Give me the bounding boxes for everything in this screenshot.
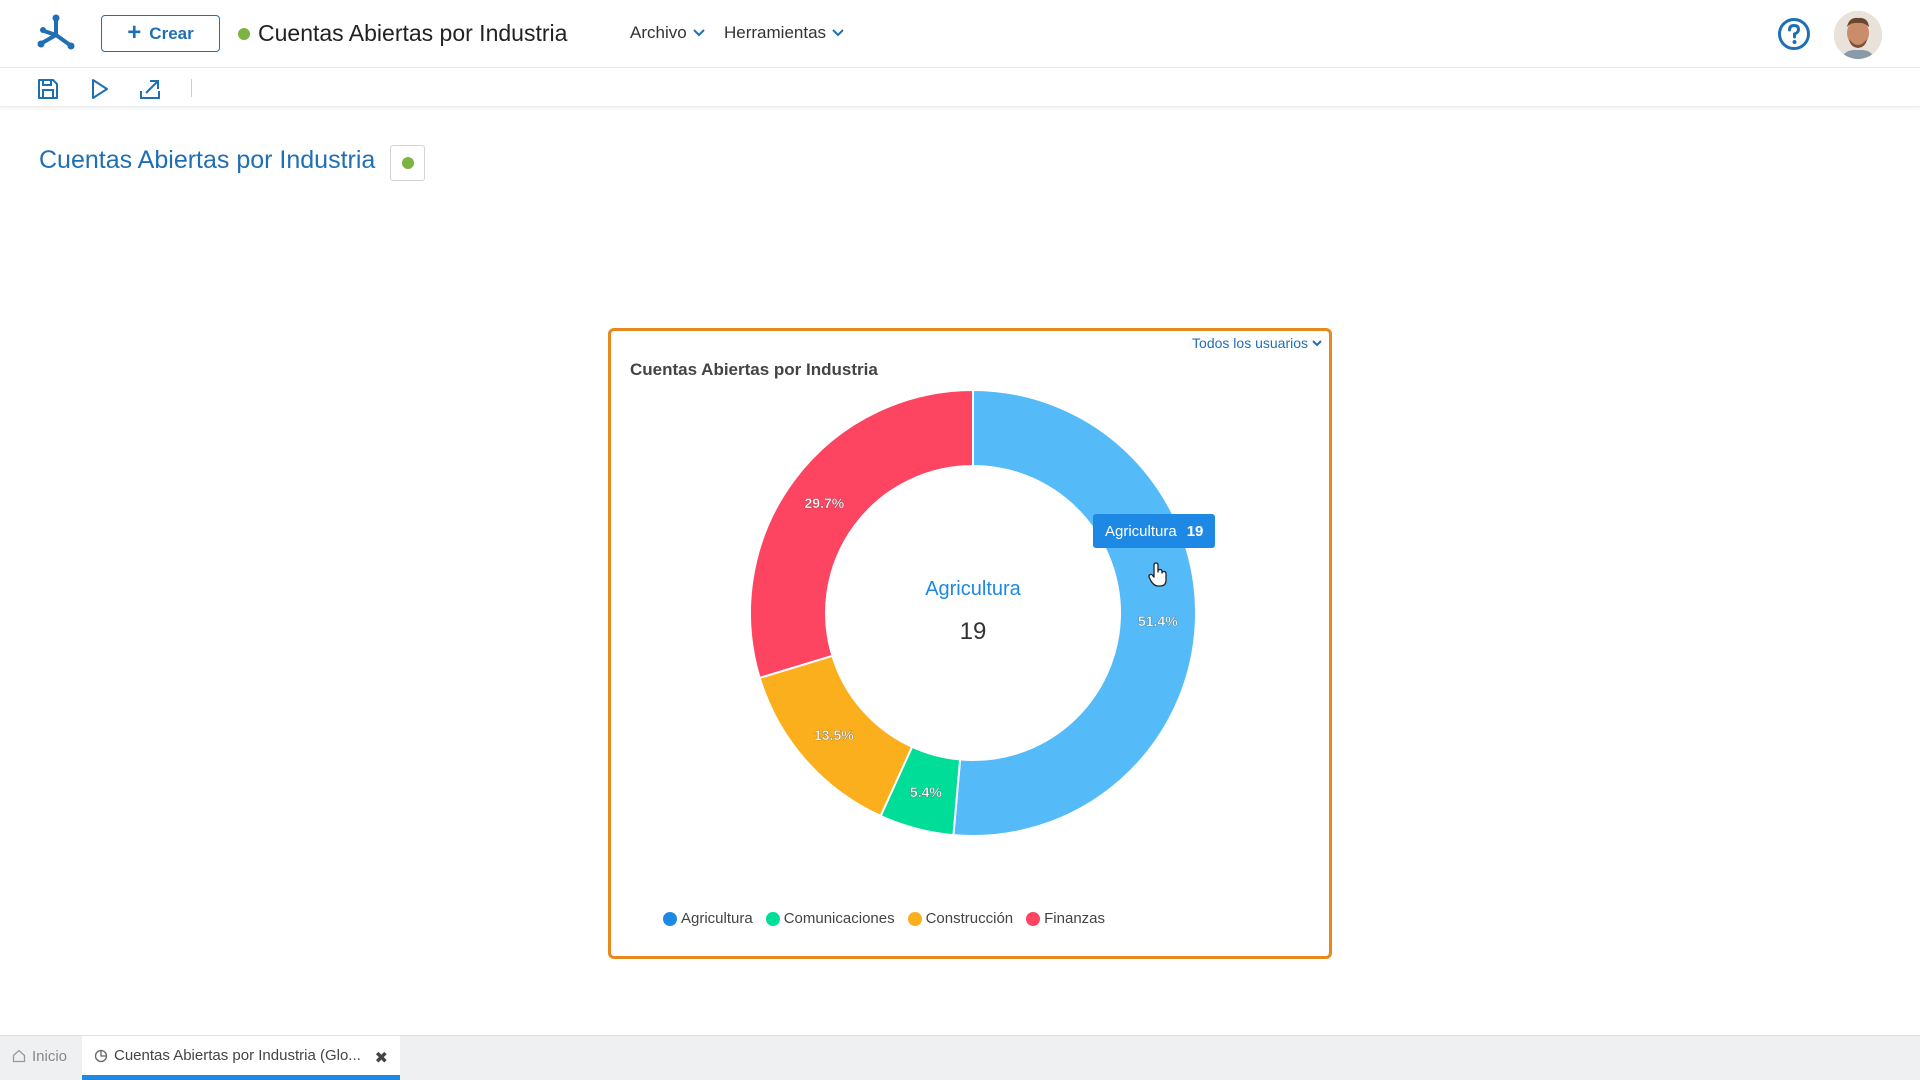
user-avatar[interactable] — [1834, 11, 1882, 59]
app-logo-icon[interactable] — [36, 13, 76, 53]
document-title: Cuentas Abiertas por Industria — [258, 20, 568, 46]
close-icon[interactable]: ✖ — [374, 1050, 388, 1067]
legend-item-finanzas[interactable]: Finanzas — [1026, 910, 1105, 927]
legend-label: Agricultura — [681, 910, 753, 927]
user-filter-dropdown[interactable]: Todos los usuarios — [1192, 335, 1322, 351]
legend-dot — [1026, 911, 1041, 926]
play-icon[interactable] — [87, 77, 111, 101]
page-title: Cuentas Abiertas por Industria — [39, 146, 376, 174]
legend-item-agricultura[interactable]: Agricultura — [663, 910, 753, 927]
chevron-down-icon — [832, 26, 844, 40]
slice-percent-label: 29.7% — [805, 495, 845, 511]
plus-icon: + — [127, 18, 142, 46]
menu-herramientas-label: Herramientas — [724, 23, 827, 42]
hand-cursor-icon — [1148, 562, 1167, 587]
chart-title: Cuentas Abiertas por Industria — [630, 360, 878, 379]
legend-item-construccion[interactable]: Construcción — [907, 910, 1014, 927]
legend-dot — [765, 911, 780, 926]
create-button-label: Crear — [149, 23, 194, 43]
donut-chart[interactable]: 51.4% 5.4% 13.5% 29.7% Agricultura 19 — [611, 331, 1329, 956]
home-icon — [12, 1049, 26, 1063]
export-icon[interactable] — [138, 77, 162, 101]
tab-active-report[interactable]: Cuentas Abiertas por Industria (Glo... ✖ — [82, 1036, 400, 1080]
slice-percent-label: 51.4% — [1138, 613, 1178, 629]
legend-dot — [907, 911, 922, 926]
tab-inicio[interactable]: Inicio — [12, 1036, 67, 1076]
slice-percent-label: 5.4% — [910, 784, 942, 800]
legend-label: Finanzas — [1044, 910, 1106, 927]
pie-chart-icon — [94, 1049, 108, 1062]
tab-inicio-label: Inicio — [32, 1047, 68, 1065]
toolbar-divider — [191, 79, 192, 97]
donut-slice-agricultura[interactable] — [952, 388, 1197, 837]
status-toggle-button[interactable] — [390, 145, 425, 181]
user-filter-label: Todos los usuarios — [1192, 335, 1308, 351]
menu-archivo-label: Archivo — [630, 23, 687, 42]
status-dot-icon — [238, 28, 250, 40]
chart-widget: Todos los usuarios Cuentas Abiertas por … — [608, 328, 1332, 959]
tooltip-label: Agricultura — [1105, 522, 1177, 540]
chart-legend: Agricultura Comunicaciones Construcción … — [663, 910, 1105, 927]
create-button[interactable]: + Crear — [101, 15, 220, 52]
status-dot-icon — [401, 157, 414, 169]
chevron-down-icon — [692, 26, 705, 40]
legend-dot — [663, 911, 677, 926]
slice-percent-label: 13.5% — [814, 727, 854, 743]
tooltip-value: 19 — [1186, 522, 1204, 540]
top-header: + Crear Cuentas Abiertas por Industria A… — [0, 0, 1920, 68]
save-icon[interactable] — [36, 77, 60, 101]
chevron-down-icon — [1312, 339, 1322, 346]
center-value: 19 — [960, 618, 987, 645]
menu-archivo[interactable]: Archivo — [630, 23, 705, 43]
bottom-tab-bar: Inicio Cuentas Abiertas por Industria (G… — [0, 1035, 1920, 1080]
legend-label: Comunicaciones — [783, 910, 895, 927]
donut-slice-finanzas[interactable] — [749, 388, 974, 680]
toolbar — [0, 69, 1920, 107]
center-label: Agricultura — [925, 578, 1021, 600]
chart-tooltip: Agricultura 19 — [1093, 514, 1216, 548]
menu-herramientas[interactable]: Herramientas — [724, 23, 844, 43]
legend-label: Construcción — [925, 910, 1014, 927]
legend-item-comunicaciones[interactable]: Comunicaciones — [765, 910, 895, 927]
help-icon[interactable] — [1777, 17, 1811, 51]
tab-active-label: Cuentas Abiertas por Industria (Glo... — [114, 1047, 361, 1064]
